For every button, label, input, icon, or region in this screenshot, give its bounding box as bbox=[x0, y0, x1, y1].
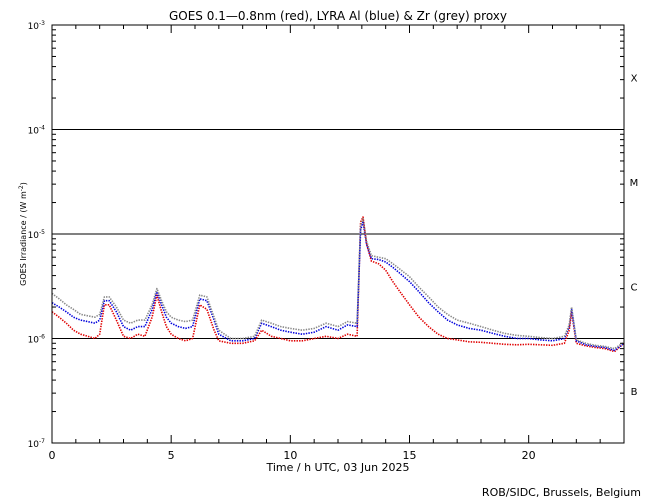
x-tick-label: 0 bbox=[49, 449, 56, 462]
y-axis-label-main: GOES Irradiance / (W m bbox=[19, 191, 28, 286]
x-tick-label: 10 bbox=[283, 449, 297, 462]
y-tick-base: 10 bbox=[28, 231, 40, 241]
y-tick-base: 10 bbox=[28, 22, 40, 32]
chart-title: GOES 0.1—0.8nm (red), LYRA Al (blue) & Z… bbox=[169, 9, 507, 23]
flare-class-label: M bbox=[630, 178, 639, 189]
flare-class-labels: X M C B bbox=[630, 73, 639, 398]
flare-class-label: X bbox=[631, 73, 638, 84]
credit-text: ROB/SIDC, Brussels, Belgium bbox=[482, 486, 641, 499]
y-axis-ticks: 10-710-610-510-410-3 bbox=[28, 20, 624, 450]
y-tick-base: 10 bbox=[28, 127, 40, 137]
flare-class-label: C bbox=[631, 282, 638, 293]
y-tick-exponent: -6 bbox=[39, 334, 45, 341]
y-tick-exponent: -4 bbox=[39, 125, 45, 132]
y-axis-label-exponent: -2 bbox=[18, 185, 25, 191]
y-tick-exponent: -3 bbox=[39, 20, 45, 27]
y-tick-base: 10 bbox=[28, 336, 40, 346]
x-tick-label: 20 bbox=[522, 449, 536, 462]
series-line-2 bbox=[51, 217, 625, 350]
series-line-1 bbox=[51, 221, 625, 352]
y-axis-label-close: ) bbox=[19, 182, 28, 185]
y-tick-label: 10-7 bbox=[28, 438, 46, 450]
x-axis-label: Time / h UTC, 03 Jun 2025 bbox=[265, 461, 409, 474]
series-line-0 bbox=[51, 216, 625, 353]
y-axis-label: GOES Irradiance / (W m-2) bbox=[18, 182, 28, 286]
series-layer bbox=[51, 216, 625, 353]
y-tick-label: 10-5 bbox=[28, 229, 46, 241]
y-tick-label: 10-6 bbox=[28, 334, 46, 346]
y-tick-base: 10 bbox=[28, 440, 40, 450]
y-tick-label: 10-4 bbox=[28, 125, 46, 137]
x-axis-ticks: 0 5 10 15 20 bbox=[49, 25, 625, 462]
y-tick-label: 10-3 bbox=[28, 20, 46, 32]
x-tick-label: 5 bbox=[168, 449, 175, 462]
x-tick-label: 15 bbox=[403, 449, 417, 462]
y-tick-exponent: -5 bbox=[39, 229, 45, 236]
y-tick-exponent: -7 bbox=[39, 438, 45, 445]
flare-class-label: B bbox=[631, 387, 638, 398]
